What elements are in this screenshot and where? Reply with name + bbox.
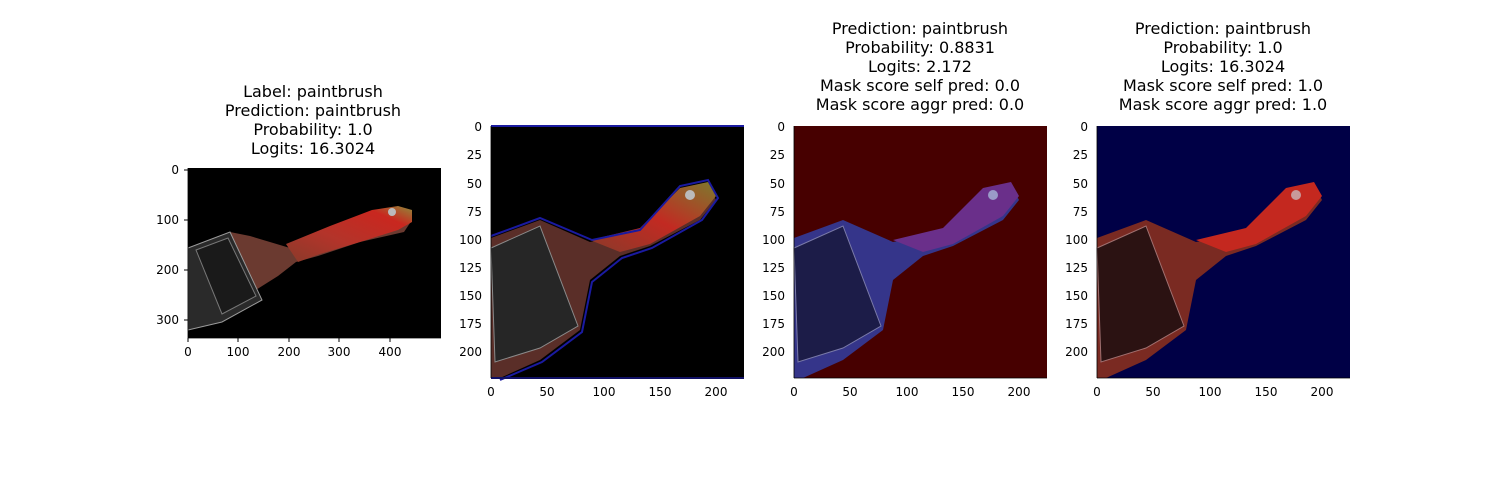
panel-1-xtick: 300: [328, 345, 351, 359]
panel-4-ytick: 0: [1080, 120, 1088, 134]
panel-2-xtick: 100: [593, 385, 616, 399]
panel-1-xtick: 100: [227, 345, 250, 359]
panel-1-xtick: 0: [184, 345, 192, 359]
panel-4-ytick: 175: [1065, 317, 1088, 331]
panel-3-ytick: 150: [762, 289, 785, 303]
panel-2-ytick: 25: [467, 148, 482, 162]
panel-4-paintbrush-image: [1096, 182, 1322, 378]
panel-3-title-line: Prediction: paintbrush: [831, 19, 1009, 38]
panel-4-title-line: Mask score self pred: 1.0: [1122, 76, 1324, 95]
panel-1-ytick: 300: [156, 313, 179, 327]
panel-3-xtick: 0: [790, 385, 798, 399]
panel-4-title: Prediction: paintbrush Probability: 1.0 …: [1119, 19, 1327, 114]
panel-3-ytick: 0: [777, 120, 785, 134]
panel-1-title: Label: paintbrush Prediction: paintbrush…: [225, 82, 401, 158]
panel-3-ytick: 25: [770, 148, 785, 162]
panel-3-ytick: 175: [762, 317, 785, 331]
panel-1-title-line: Label: paintbrush: [243, 82, 383, 101]
panel-2-ytick: 200: [459, 345, 482, 359]
panel-1-x-axis: 0 100 200 300 400: [184, 337, 441, 359]
panel-3-xtick: 200: [1008, 385, 1031, 399]
panel-3-xtick: 100: [896, 385, 919, 399]
panel-2-xtick: 0: [487, 385, 495, 399]
panel-4-xtick: 200: [1311, 385, 1334, 399]
panel-2-x-axis: 0 50 100 150 200: [487, 377, 744, 399]
panel-3-paintbrush-image: [793, 182, 1019, 378]
panel-1-xtick: 400: [379, 345, 402, 359]
panel-3-ytick: 100: [762, 233, 785, 247]
panel-4-xtick: 150: [1255, 385, 1278, 399]
panel-3-x-axis: 0 50 100 150 200: [790, 377, 1047, 399]
panel-3-title-line: Logits: 2.172: [868, 57, 972, 76]
panel-3-ytick: 200: [762, 345, 785, 359]
panel-1-y-axis: 0 100 200 300: [156, 163, 189, 338]
panel-2-ytick: 75: [467, 205, 482, 219]
panel-1-title-line: Prediction: paintbrush: [224, 101, 402, 120]
panel-2-xtick: 200: [705, 385, 728, 399]
panel-1-ytick: 200: [156, 263, 179, 277]
panel-4-title-line: Probability: 1.0: [1163, 38, 1283, 57]
panel-3-xtick: 50: [842, 385, 857, 399]
panel-4-y-axis: 0 25 50 75 100 125 150 175 200: [1065, 120, 1098, 378]
panel-4-title-line: Logits: 16.3024: [1160, 57, 1286, 76]
panel-1-ytick: 0: [171, 163, 179, 177]
panel-4-ytick: 75: [1073, 205, 1088, 219]
panel-3-title-line: Probability: 0.8831: [845, 38, 995, 57]
panel-3-xtick: 150: [952, 385, 975, 399]
panel-2-xtick: 50: [539, 385, 554, 399]
panel-2-y-axis: 0 25 50 75 100 125 150 175 200: [459, 120, 492, 378]
panel-2-ytick: 100: [459, 233, 482, 247]
panel-4-ytick: 25: [1073, 148, 1088, 162]
panel-4-ytick: 125: [1065, 261, 1088, 275]
panel-4-ytick: 50: [1073, 177, 1088, 191]
panel-1-title-line: Probability: 1.0: [253, 120, 373, 139]
panel-3-ytick: 75: [770, 205, 785, 219]
panel-2-ytick: 150: [459, 289, 482, 303]
panel-1-title-line: Logits: 16.3024: [250, 139, 376, 158]
panel-4-title-line: Prediction: paintbrush: [1134, 19, 1312, 38]
panel-4-xtick: 0: [1093, 385, 1101, 399]
panel-1-ytick: 100: [156, 213, 179, 227]
panel-1-xtick: 200: [278, 345, 301, 359]
panel-4-xtick: 50: [1145, 385, 1160, 399]
panel-4-title-line: Mask score aggr pred: 1.0: [1118, 95, 1328, 114]
panel-4-xtick: 100: [1199, 385, 1222, 399]
panel-4-ytick: 200: [1065, 345, 1088, 359]
panel-3-ytick: 50: [770, 177, 785, 191]
panel-2-ytick: 0: [474, 120, 482, 134]
panel-2-ytick: 125: [459, 261, 482, 275]
panel-3-title-line: Mask score aggr pred: 0.0: [815, 95, 1025, 114]
panel-2-ytick: 50: [467, 177, 482, 191]
panel-4-ytick: 150: [1065, 289, 1088, 303]
panel-4-x-axis: 0 50 100 150 200: [1093, 377, 1350, 399]
panel-3-title-line: Mask score self pred: 0.0: [819, 76, 1021, 95]
panel-3-title: Prediction: paintbrush Probability: 0.88…: [816, 19, 1024, 114]
panel-2-xtick: 150: [649, 385, 672, 399]
panel-3-y-axis: 0 25 50 75 100 125 150 175 200: [762, 120, 795, 378]
panel-3-ytick: 125: [762, 261, 785, 275]
panel-4-ytick: 100: [1065, 233, 1088, 247]
panel-2-ytick: 175: [459, 317, 482, 331]
